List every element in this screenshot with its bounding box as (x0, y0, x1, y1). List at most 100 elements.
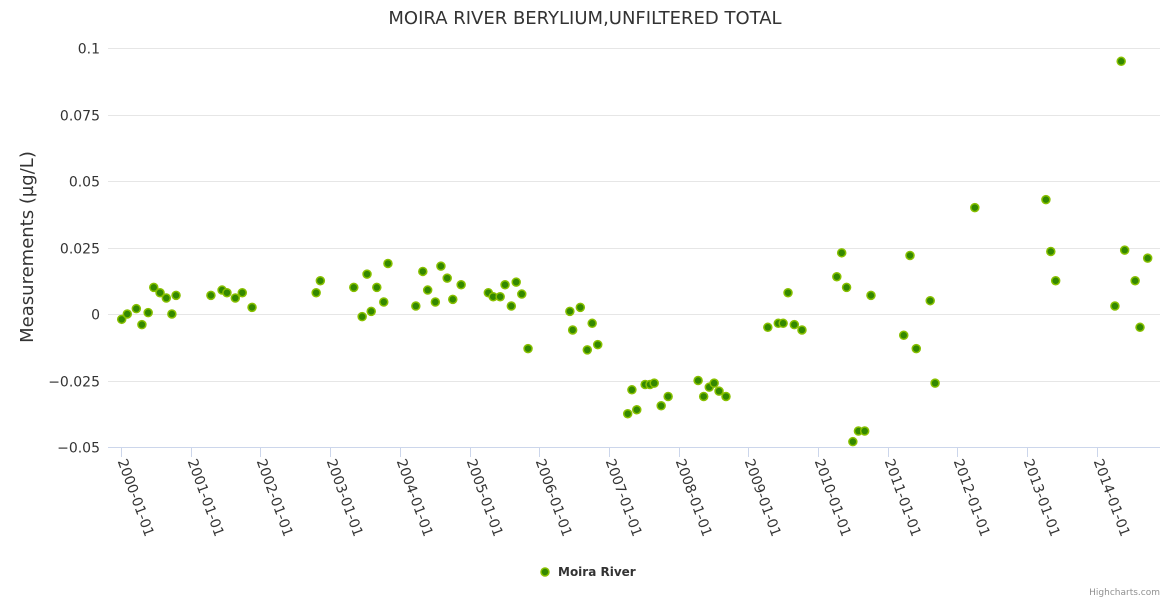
data-point[interactable] (311, 287, 321, 298)
data-point[interactable] (149, 282, 159, 293)
x-tick-label: 2001-01-01 (184, 457, 227, 539)
y-axis: −0.05 −0.025 0 0.025 0.05 0.075 0.1 (48, 42, 100, 457)
data-point[interactable] (1046, 246, 1056, 257)
data-point[interactable] (411, 301, 421, 311)
data-point[interactable] (778, 318, 788, 329)
data-point[interactable] (379, 297, 389, 307)
data-point[interactable] (632, 405, 642, 415)
data-point[interactable] (841, 282, 852, 293)
data-point[interactable] (357, 311, 367, 322)
data-point[interactable] (422, 285, 433, 295)
data-point[interactable] (456, 279, 466, 290)
data-point[interactable] (582, 345, 593, 355)
data-point[interactable] (430, 297, 441, 307)
data-point[interactable] (663, 391, 673, 402)
data-point[interactable] (418, 266, 428, 277)
data-point[interactable] (171, 290, 181, 301)
data-point[interactable] (495, 291, 505, 302)
data-point[interactable] (1116, 56, 1126, 67)
y-tick-label: 0.05 (69, 175, 100, 191)
data-point[interactable] (592, 339, 603, 350)
x-tick-label: 2010-01-01 (811, 457, 854, 539)
data-point[interactable] (575, 302, 586, 313)
data-point[interactable] (911, 343, 922, 354)
data-point[interactable] (836, 248, 847, 258)
x-tick-label: 2014-01-01 (1090, 457, 1133, 539)
x-tick-label: 2012-01-01 (950, 457, 993, 539)
data-point[interactable] (137, 319, 147, 330)
legend-item-moira-river[interactable]: Moira River (558, 565, 636, 579)
data-point[interactable] (349, 282, 359, 293)
data-point[interactable] (656, 401, 666, 411)
data-point[interactable] (930, 378, 940, 388)
data-point[interactable] (859, 426, 870, 436)
data-point[interactable] (1110, 301, 1120, 311)
data-point[interactable] (167, 309, 177, 319)
data-point[interactable] (763, 322, 773, 333)
data-point[interactable] (866, 290, 876, 301)
data-point[interactable] (1050, 276, 1061, 286)
data-point[interactable] (848, 436, 858, 447)
data-point[interactable] (970, 202, 980, 213)
data-point[interactable] (222, 287, 232, 298)
data-point[interactable] (693, 375, 703, 386)
data-point[interactable] (143, 307, 153, 318)
data-point[interactable] (116, 314, 127, 325)
data-point[interactable] (1041, 194, 1051, 205)
data-point[interactable] (161, 293, 172, 303)
data-point[interactable] (627, 385, 637, 395)
data-point[interactable] (832, 272, 842, 282)
x-tick-label: 2013-01-01 (1020, 457, 1063, 539)
data-point[interactable] (925, 295, 935, 306)
data-point[interactable] (436, 261, 446, 271)
data-point[interactable] (905, 250, 915, 261)
data-point[interactable] (237, 287, 248, 298)
data-point[interactable] (698, 391, 709, 402)
data-point[interactable] (523, 343, 533, 354)
data-point[interactable] (714, 386, 724, 396)
data-point[interactable] (721, 391, 731, 402)
data-point[interactable] (247, 302, 257, 313)
data-point[interactable] (1142, 253, 1153, 263)
data-point[interactable] (898, 330, 909, 341)
data-point[interactable] (500, 279, 510, 290)
data-point[interactable] (230, 293, 241, 303)
data-point[interactable] (783, 287, 793, 298)
series-moira-river[interactable] (116, 56, 1153, 447)
x-tick-label: 2006-01-01 (532, 457, 575, 539)
data-point[interactable] (362, 269, 372, 279)
data-point[interactable] (789, 319, 800, 330)
x-tick-label: 2002-01-01 (253, 457, 296, 539)
data-point[interactable] (131, 303, 142, 314)
data-point[interactable] (622, 409, 633, 419)
data-point[interactable] (511, 277, 521, 287)
data-point[interactable] (315, 276, 326, 286)
data-point[interactable] (567, 325, 578, 335)
x-tick-label: 2009-01-01 (741, 457, 784, 539)
data-point[interactable] (383, 258, 393, 269)
data-point[interactable] (587, 318, 597, 329)
x-tick-label: 2003-01-01 (323, 457, 366, 539)
x-tick-label: 2005-01-01 (463, 457, 506, 539)
data-point[interactable] (709, 378, 719, 388)
data-point[interactable] (1119, 245, 1130, 255)
data-point[interactable] (517, 289, 527, 299)
data-point[interactable] (372, 282, 382, 293)
legend[interactable]: Moira River (540, 565, 636, 579)
data-point[interactable] (206, 290, 216, 301)
y-tick-label: 0.1 (78, 42, 100, 58)
x-tick-label: 2004-01-01 (393, 457, 436, 539)
data-point[interactable] (155, 287, 165, 298)
data-point[interactable] (1130, 276, 1140, 286)
data-point[interactable] (366, 306, 376, 317)
data-point[interactable] (448, 294, 458, 305)
highcharts-credit[interactable]: Highcharts.com (1089, 588, 1160, 598)
data-point[interactable] (1135, 322, 1145, 333)
data-point[interactable] (442, 273, 452, 283)
data-point[interactable] (797, 325, 807, 335)
data-point[interactable] (506, 301, 517, 311)
data-point[interactable] (565, 306, 575, 317)
data-point[interactable] (649, 378, 659, 388)
data-point[interactable] (122, 309, 133, 319)
y-tick-label: −0.025 (48, 375, 100, 391)
